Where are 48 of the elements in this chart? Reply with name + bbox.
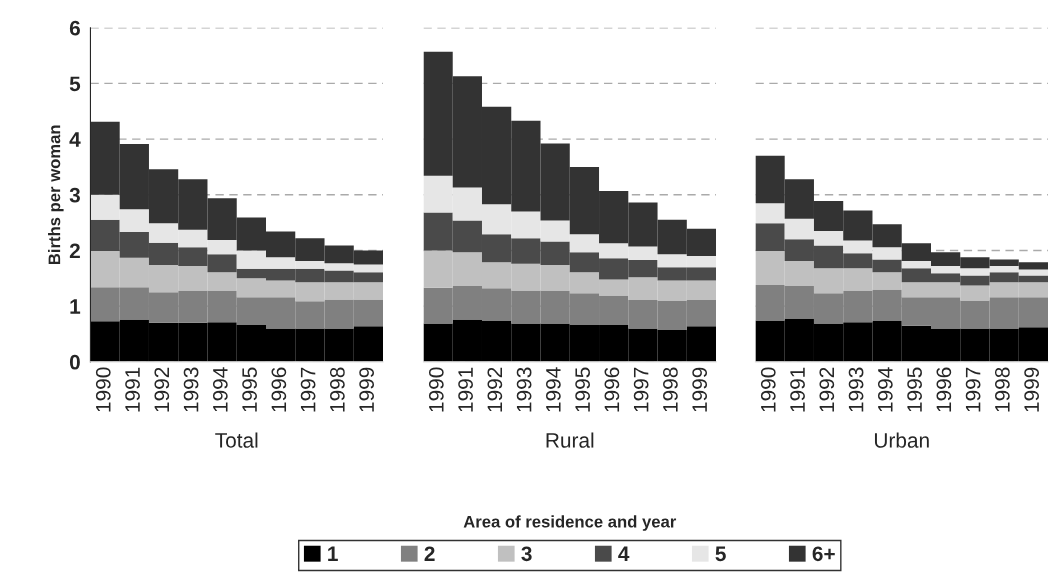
x-tick-label: 1997	[300, 367, 316, 412]
x-tick-label: 1990	[760, 367, 776, 412]
legend-label: 1	[328, 546, 338, 561]
x-tick-label: 1991	[125, 367, 140, 412]
x-tick-label: 1998	[663, 367, 678, 412]
x-tick-label: 1992	[819, 367, 835, 412]
x-tick-label: 1997	[965, 367, 981, 412]
y-tick-label: 3	[69, 187, 80, 203]
x-tick-label: 1999	[359, 367, 374, 412]
x-tick-label: 1996	[936, 367, 952, 412]
x-tick-label: 1995	[575, 367, 590, 412]
x-tick-label: 1999	[1024, 367, 1039, 412]
x-axis-title: Urban	[874, 432, 929, 448]
x-tick-label: 1995	[907, 367, 922, 412]
x-tick-label: 1997	[633, 367, 649, 412]
x-tick-label: 1993	[516, 367, 532, 412]
y-tick-label: 6	[69, 20, 80, 36]
x-tick-label: 1994	[545, 367, 561, 412]
x-tick-label: 1992	[154, 367, 170, 412]
x-tick-label: 1993	[183, 367, 199, 412]
y-tick-label: 1	[70, 299, 81, 314]
y-tick-label: 4	[69, 132, 81, 147]
x-tick-label: 1994	[877, 367, 893, 412]
legend-label: 3	[521, 546, 532, 562]
y-tick-label: 5	[69, 76, 81, 92]
legend-label: 4	[618, 546, 630, 561]
x-tick-label: 1998	[994, 367, 1010, 412]
x-tick-label: 1991	[790, 367, 805, 412]
y-tick-label: 2	[69, 243, 80, 259]
x-tick-label: 1998	[329, 367, 345, 412]
x-tick-label: 1995	[242, 367, 257, 412]
x-axis-title: Total	[215, 432, 258, 448]
x-tick-label: 1994	[212, 367, 228, 412]
legend-label: 2	[424, 546, 435, 561]
x-tick-label: 1996	[271, 367, 287, 412]
x-tick-label: 1999	[692, 367, 708, 412]
x-tick-label: 1992	[487, 367, 503, 412]
x-tick-label: 1991	[458, 367, 473, 412]
legend-label: 5	[715, 546, 726, 562]
legend-label: 6+	[812, 546, 835, 562]
y-tick-label: 0	[69, 354, 80, 370]
x-tick-label: 1993	[848, 367, 864, 412]
x-tick-label: 1990	[95, 367, 111, 412]
x-tick-label: 1990	[428, 367, 444, 412]
text: Area of residence and year	[463, 515, 677, 531]
x-tick-label: 1996	[604, 367, 620, 412]
y-axis-title: Births per woman	[48, 125, 64, 265]
x-axis-title: Rural	[546, 432, 594, 448]
